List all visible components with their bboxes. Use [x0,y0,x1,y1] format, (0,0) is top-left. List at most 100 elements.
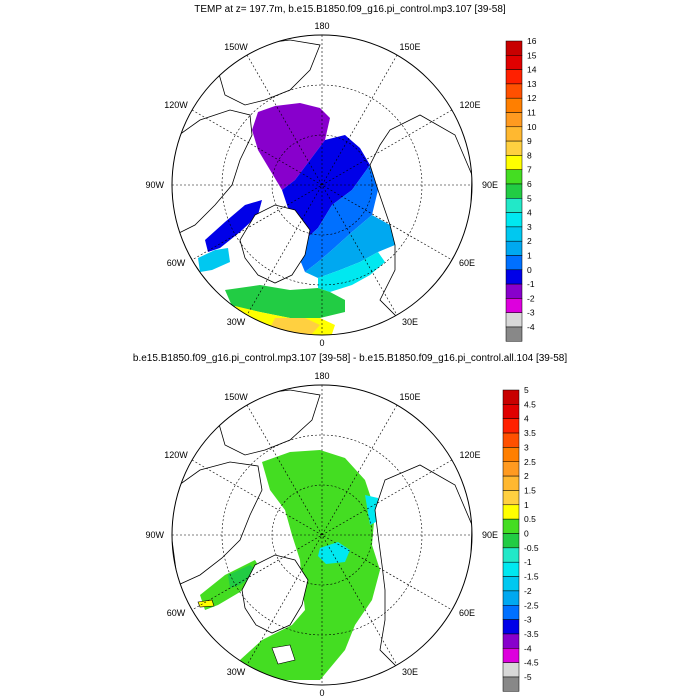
panel-difference: b.e15.B1850.f09_g16.pi_control.mp3.107 [… [133,353,567,698]
panel1-lon-120e: 120E [459,100,480,110]
panel1-colorbar-swatch-19 [505,312,523,328]
panel2-colorbar-swatch-0 [502,389,520,405]
panel2-colorbar-swatch-3 [502,432,520,448]
panel1-colorbar-swatch-4 [505,97,523,113]
panel1-colorbar-label-11: 5 [527,193,532,203]
panel1-colorbar-swatch-11 [505,198,523,213]
panel1-colorbar-label-17: -1 [527,279,535,289]
panel2-lon-0: 0 [319,688,324,698]
panel2-colorbar-swatch-5 [502,461,520,477]
panel2-land-greenland [241,554,309,634]
panel2-cyan-patch [318,542,350,564]
panel2-lon-30w: 30W [227,667,246,677]
panel1-colorbar-swatch-14 [505,240,523,256]
panel2-colorbar-label-8: 1 [524,500,529,510]
panel1-title: TEMP at z= 197.7m, b.e15.B1850.f09_g16.p… [194,4,506,15]
panel1-colorbar-label-13: 3 [527,222,532,232]
panel2-colorbar-swatch-6 [502,475,520,491]
panel1-midblue-region [298,165,378,272]
panel2-lon-60w: 60W [167,608,186,618]
panel1-green-region [225,285,345,318]
panel2-colorbar-swatch-9 [502,518,520,534]
panel2-colorbar-label-11: -0.5 [524,543,539,553]
panel2-colorbar-swatch-7 [502,490,520,506]
panel1-colorbar-swatch-7 [505,140,523,156]
panel2-green-region [240,450,380,680]
panel2-colorbar-label-14: -2 [524,586,532,596]
panel1-lon-90w: 90W [145,180,164,190]
panel1-colorbar-swatch-16 [505,269,523,285]
panel1-colorbar-label-19: -3 [527,308,535,318]
panel1-lon-180: 180 [314,21,329,31]
panel1-colorbar-label-15: 1 [527,251,532,261]
panel1-lon-0: 0 [319,338,324,348]
panel2-colorbar-swatch-14 [502,590,520,606]
panel2-colorbar-label-20: -5 [524,672,532,682]
panel1-colorbar-label-14: 2 [527,236,532,246]
panel2-lon-60e: 60E [459,608,475,618]
panel2-colorbar-label-19: -4.5 [524,658,539,668]
panel2-colorbar-label-3: 3.5 [524,428,536,438]
panel1-colorbar-label-0: 16 [527,36,537,46]
panel1-lon-labels: 180 150W 150E 120W 120E 90W 90E 60W 60E … [145,21,498,348]
panel2-yellow-spot [197,599,215,608]
panel1-land-eurasia [369,114,472,321]
panel2-teal-strip [228,565,258,588]
panel1-colorbar-swatch-18 [505,298,523,313]
panel2-colorbar-swatch-2 [502,418,520,434]
panel2-colorbar-swatch-8 [502,504,520,520]
panel2-colorbar: 5 4.5 4 3.5 3 2.5 2 1.5 1 0.5 0 -0.5 -1 -1.5 -2 -2.5 -3 -… [502,385,539,692]
panel2-colorbar-swatch-4 [502,447,520,462]
panel1-colorbar-swatch-13 [505,226,523,242]
panel2-colorbar-label-2: 4 [524,414,529,424]
panel2-colorbar-swatch-13 [502,576,520,592]
panel2-colorbar-label-16: -3 [524,615,532,625]
panel2-colorbar-swatch-15 [502,605,520,620]
panel-temperature: TEMP at z= 197.7m, b.e15.B1850.f09_g16.p… [145,4,536,348]
panel2-lon-30e: 30E [402,667,418,677]
panel1-colorbar-label-5: 11 [527,108,536,118]
panel1-colorbar-swatch-6 [505,126,523,142]
panel1-colorbar-label-18: -2 [527,293,535,303]
panel1-colorbar-label-8: 8 [527,150,532,160]
panel2-lon-120e: 120E [459,450,480,460]
panel2-colorbar-label-5: 2.5 [524,457,536,467]
panel1-colorbar-label-9: 7 [527,165,532,175]
panel1-land-greenland [239,204,311,284]
panel1-colorbar-swatch-0 [505,40,523,56]
panel1-lon-90e: 90E [482,180,498,190]
panel1-colorbar-label-3: 13 [527,79,537,89]
panel2-colorbar-label-4: 3 [524,442,529,452]
panel1-colorbar-label-20: -4 [527,322,535,332]
panel2-lon-150w: 150W [224,392,248,402]
panel2-lon-180: 180 [314,371,329,381]
panel1-graticule [172,35,472,335]
panel2-colorbar-label-18: -4 [524,643,532,653]
panel1-lon-30w: 30W [227,317,246,327]
panel1-colorbar-swatch-20 [505,326,523,342]
panel2-colorbar-label-1: 4.5 [524,399,536,409]
panel1-colorbar-label-6: 10 [527,122,537,132]
panel1-colorbar-label-7: 9 [527,136,532,146]
panel2-colorbar-swatch-10 [502,533,520,549]
panel2-colorbar-swatch-16 [502,619,520,635]
panel1-lightblue-region [305,215,395,278]
panel2-colorbar-swatch-20 [502,676,520,692]
panel2-colorbar-swatch-18 [502,648,520,663]
panel1-colorbar-swatch-17 [505,283,523,299]
panel2-colorbar-swatch-19 [502,662,520,678]
panel1-colorbar-swatch-8 [505,155,523,170]
panel2-colorbar-swatch-11 [502,547,520,563]
panel2-colorbar-swatch-12 [502,561,520,577]
panel1-lon-150e: 150E [399,42,420,52]
panel1-blue-region [282,135,370,240]
panel2-colorbar-label-15: -2.5 [524,600,539,610]
panel1-lon-30e: 30E [402,317,418,327]
panel1-colorbar-label-1: 15 [527,50,537,60]
panel1-baffin-strip [205,200,262,252]
panel2-colorbar-label-17: -3.5 [524,629,539,639]
panel2-colorbar-label-13: -1.5 [524,572,539,582]
panel2-lon-120w: 120W [164,450,188,460]
panel1-cyan-region [318,252,385,292]
